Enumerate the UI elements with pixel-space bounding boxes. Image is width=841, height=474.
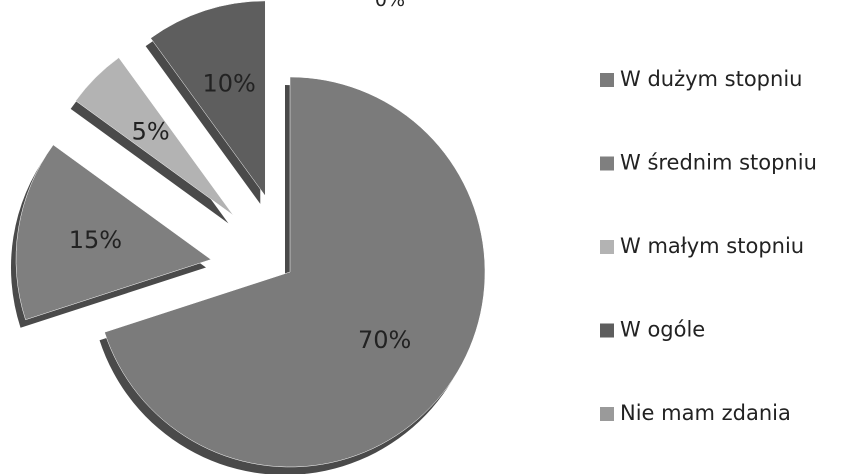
- legend-label: W średnim stopniu: [620, 151, 817, 175]
- legend-swatch: [600, 73, 614, 87]
- slice-label: 5%: [132, 118, 170, 146]
- legend-label: W małym stopniu: [620, 234, 804, 258]
- legend-label: W ogóle: [620, 318, 705, 342]
- slice: [75, 57, 234, 216]
- legend-label: W dużym stopniu: [620, 67, 802, 91]
- slice-label: 70%: [358, 326, 411, 354]
- slice: [150, 0, 266, 197]
- slice-label: Nie mam zdania - 0%: [374, 0, 406, 11]
- legend-swatch: [600, 407, 614, 421]
- legend-swatch: [600, 156, 614, 171]
- slice-label: 10%: [202, 70, 255, 98]
- slice: [15, 144, 212, 321]
- slice-label: 15%: [69, 226, 122, 254]
- slice: [104, 76, 486, 468]
- legend-swatch: [600, 240, 614, 254]
- legend-label: Nie mam zdania: [620, 401, 791, 425]
- legend-swatch: [600, 323, 614, 338]
